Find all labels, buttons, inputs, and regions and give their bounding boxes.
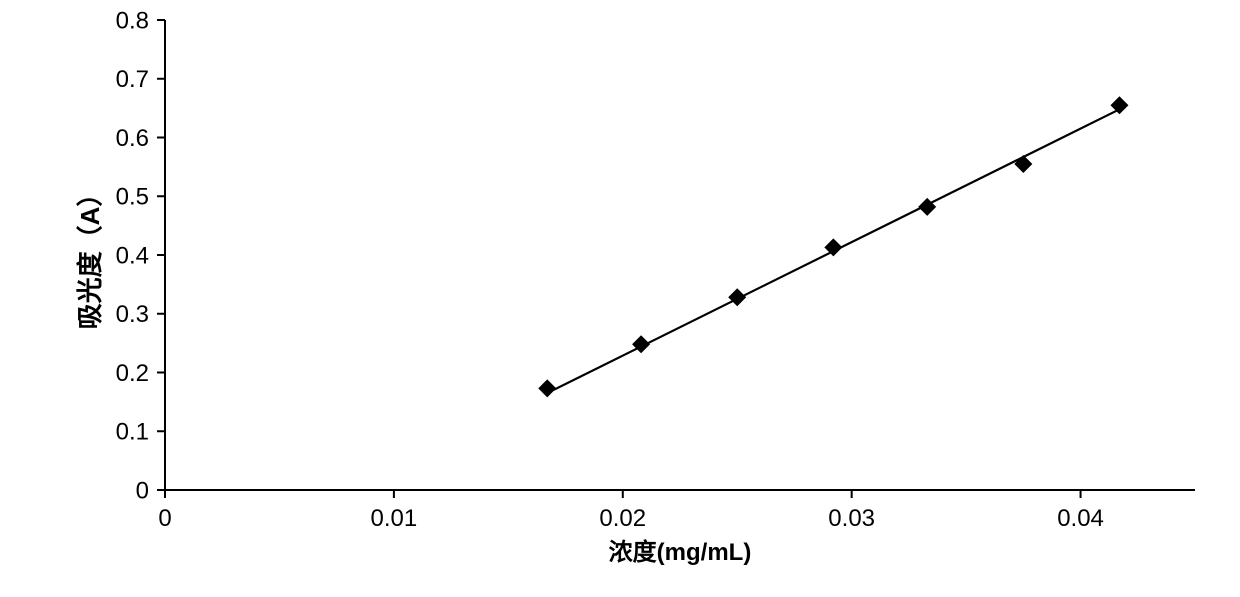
y-tick-label: 0.3 [116, 301, 149, 328]
x-tick-label: 0 [158, 505, 171, 532]
chart-container: 0 0.01 0.02 0.03 0.04 0 0.1 0.2 0.3 0.4 0.5 0.6 0.7 0… [0, 0, 1240, 597]
y-tick-label: 0.1 [116, 419, 149, 446]
scatter-line-chart: 0 0.01 0.02 0.03 0.04 0 0.1 0.2 0.3 0.4 0.5 0.6 0.7 0… [0, 0, 1240, 597]
y-tick-label: 0.5 [116, 184, 149, 211]
x-tick-label: 0.01 [371, 505, 418, 532]
x-tick-label: 0.02 [599, 505, 646, 532]
y-tick-label: 0.8 [116, 7, 149, 34]
x-tick-label: 0.03 [828, 505, 875, 532]
y-tick-label: 0.6 [116, 125, 149, 152]
y-axis-label: 吸光度（A） [75, 181, 105, 330]
y-tick-label: 0.4 [116, 242, 149, 269]
x-axis-label: 浓度(mg/mL) [609, 538, 752, 566]
y-tick-label: 0.7 [116, 66, 149, 93]
x-tick-label: 0.04 [1057, 505, 1104, 532]
y-tick-label: 0 [136, 477, 149, 504]
y-tick-label: 0.2 [116, 360, 149, 387]
